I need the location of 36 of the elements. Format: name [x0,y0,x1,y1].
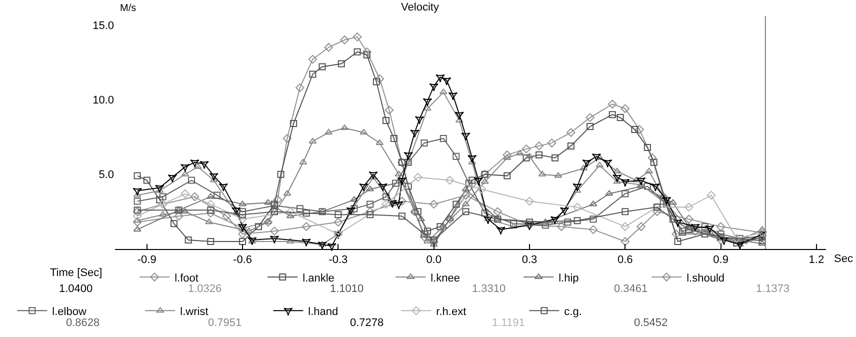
text: 1.0326 [188,283,222,295]
x-tick-label: -0.6 [233,254,252,266]
x-tick-label: -0.3 [328,254,348,266]
text: 0.5452 [634,317,668,329]
text: 0.7951 [208,317,242,329]
legend-label: l.should [686,272,725,284]
legend-label: l.wrist [180,306,208,318]
y-tick-label: 15.0 [92,20,114,32]
y-tick-label: 5.0 [98,169,114,182]
x-tick-label: 0.3 [522,254,538,266]
text: 0.7278 [350,317,384,329]
text: 1.1373 [756,283,790,295]
text: 0.8628 [66,317,100,329]
legend-label: l.hand [308,306,338,318]
x-axis-title: Sec [834,253,854,265]
legend-label: l.elbow [52,306,86,318]
legend-label: l.foot [174,272,198,284]
x-tick-label: -0.9 [137,254,156,266]
chart-title: Velocity [401,2,440,14]
legend-label: c.g. [564,306,582,318]
x-tick-label: 0.0 [426,254,442,266]
legend-label: l.knee [430,272,460,284]
legend-label: l.ankle [302,272,334,284]
text: 0.3461 [614,283,648,295]
legend-label: l.hip [558,272,579,284]
text: 1.1010 [330,283,364,295]
x-tick-label: 0.6 [617,254,633,266]
x-tick-label: 1.2 [808,254,824,266]
x-tick-label: 0.9 [713,254,728,266]
legend-label: r.h.ext [436,306,466,318]
y-axis-title: M/s [120,3,136,14]
text: Time [Sec] [50,267,102,279]
y-tick-label: 10.0 [92,94,114,106]
text: 1.3310 [472,283,506,295]
text: 1.0400 [59,283,93,295]
text: 1.1191 [492,317,525,329]
